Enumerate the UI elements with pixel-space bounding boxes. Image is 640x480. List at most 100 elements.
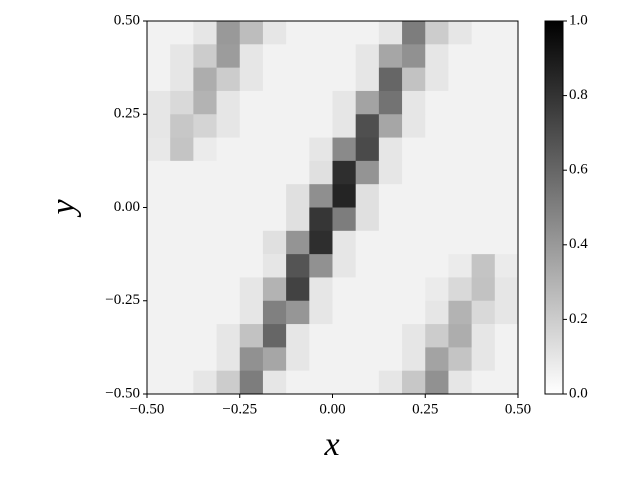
heat-cell <box>286 207 310 232</box>
heat-cell <box>262 230 287 255</box>
heat-cell <box>425 137 449 162</box>
y-tick-label: 0.50 <box>114 12 140 28</box>
heat-cell <box>216 114 241 139</box>
heat-cell <box>286 324 310 348</box>
heat-cell <box>355 300 380 325</box>
heat-cell <box>216 21 241 45</box>
heat-cell <box>262 67 287 92</box>
heat-cell <box>494 207 519 232</box>
heat-cell <box>309 184 333 208</box>
x-tick-label: 0.00 <box>319 401 345 417</box>
heat-cell <box>471 207 496 232</box>
heat-cell <box>332 21 357 45</box>
heat-cell <box>378 207 403 232</box>
heat-cell <box>448 277 473 302</box>
heat-cell <box>355 347 380 372</box>
y-tick-label: 0.00 <box>114 199 140 215</box>
heat-cell <box>170 160 194 185</box>
heat-cell <box>355 370 380 395</box>
heat-cell <box>309 230 333 255</box>
heat-cell <box>193 114 218 139</box>
heat-cell <box>355 160 380 185</box>
heat-cell <box>378 254 403 278</box>
heat-cell <box>378 300 403 325</box>
heat-cell <box>471 21 496 45</box>
heat-cell <box>448 137 473 162</box>
heat-cell <box>309 67 333 92</box>
heat-cell <box>193 277 218 302</box>
heat-cell <box>170 300 194 325</box>
heat-cell <box>332 44 357 69</box>
heat-cell <box>448 21 473 45</box>
heat-cell <box>309 90 333 115</box>
y-tick-label: −0.50 <box>105 385 140 401</box>
heat-cell <box>448 370 473 395</box>
heat-cell <box>471 300 496 325</box>
heat-cell <box>402 370 426 395</box>
heat-cell <box>309 347 333 372</box>
heat-cell <box>448 160 473 185</box>
heat-cell <box>448 67 473 92</box>
heat-cell <box>494 324 519 348</box>
heat-cell <box>378 184 403 208</box>
heat-cell <box>378 21 403 45</box>
heat-cell <box>425 230 449 255</box>
heat-cell <box>332 324 357 348</box>
heat-cell <box>262 114 287 139</box>
heat-cell <box>216 184 241 208</box>
heat-cell <box>309 370 333 395</box>
heat-cell <box>448 347 473 372</box>
heat-cell <box>378 90 403 115</box>
heat-cell <box>239 21 264 45</box>
heat-cell <box>402 67 426 92</box>
heat-cell <box>425 370 449 395</box>
heat-cell <box>262 207 287 232</box>
x-tick-label: −0.50 <box>130 401 165 417</box>
heat-cell <box>402 137 426 162</box>
heat-cell <box>332 137 357 162</box>
heat-cell <box>309 277 333 302</box>
heat-cell <box>286 114 310 139</box>
heat-cell <box>425 207 449 232</box>
heat-cell <box>448 254 473 278</box>
heat-cell <box>309 300 333 325</box>
heat-cell <box>286 254 310 278</box>
heat-cell <box>402 90 426 115</box>
heat-cell <box>332 90 357 115</box>
heat-cell <box>355 324 380 348</box>
heat-cell <box>309 207 333 232</box>
heat-cell <box>216 300 241 325</box>
heat-cell <box>402 300 426 325</box>
heat-cell <box>402 21 426 45</box>
heat-cell <box>471 114 496 139</box>
x-axis-title: x <box>323 426 339 463</box>
heat-cell <box>402 230 426 255</box>
heat-cell <box>425 21 449 45</box>
heat-cell <box>216 67 241 92</box>
heat-cell <box>332 160 357 185</box>
heat-cell <box>286 90 310 115</box>
heat-cell <box>193 44 218 69</box>
heat-cell <box>170 184 194 208</box>
heat-cell <box>494 277 519 302</box>
heat-cell <box>378 347 403 372</box>
heat-cell <box>262 44 287 69</box>
heat-cell <box>216 160 241 185</box>
colorbar-tick-label: 0.2 <box>569 311 588 327</box>
heat-cell <box>402 324 426 348</box>
heat-cell <box>170 254 194 278</box>
heat-cell <box>239 300 264 325</box>
heat-cell <box>193 207 218 232</box>
heat-cell <box>355 254 380 278</box>
heat-cell <box>262 370 287 395</box>
heat-cell <box>402 184 426 208</box>
heat-cell <box>262 160 287 185</box>
heat-cell <box>193 137 218 162</box>
heat-cell <box>402 277 426 302</box>
heat-cell <box>425 160 449 185</box>
heat-cell <box>378 160 403 185</box>
heat-cell <box>239 347 264 372</box>
heat-cell <box>378 370 403 395</box>
heat-cell <box>402 207 426 232</box>
heat-cell <box>332 300 357 325</box>
